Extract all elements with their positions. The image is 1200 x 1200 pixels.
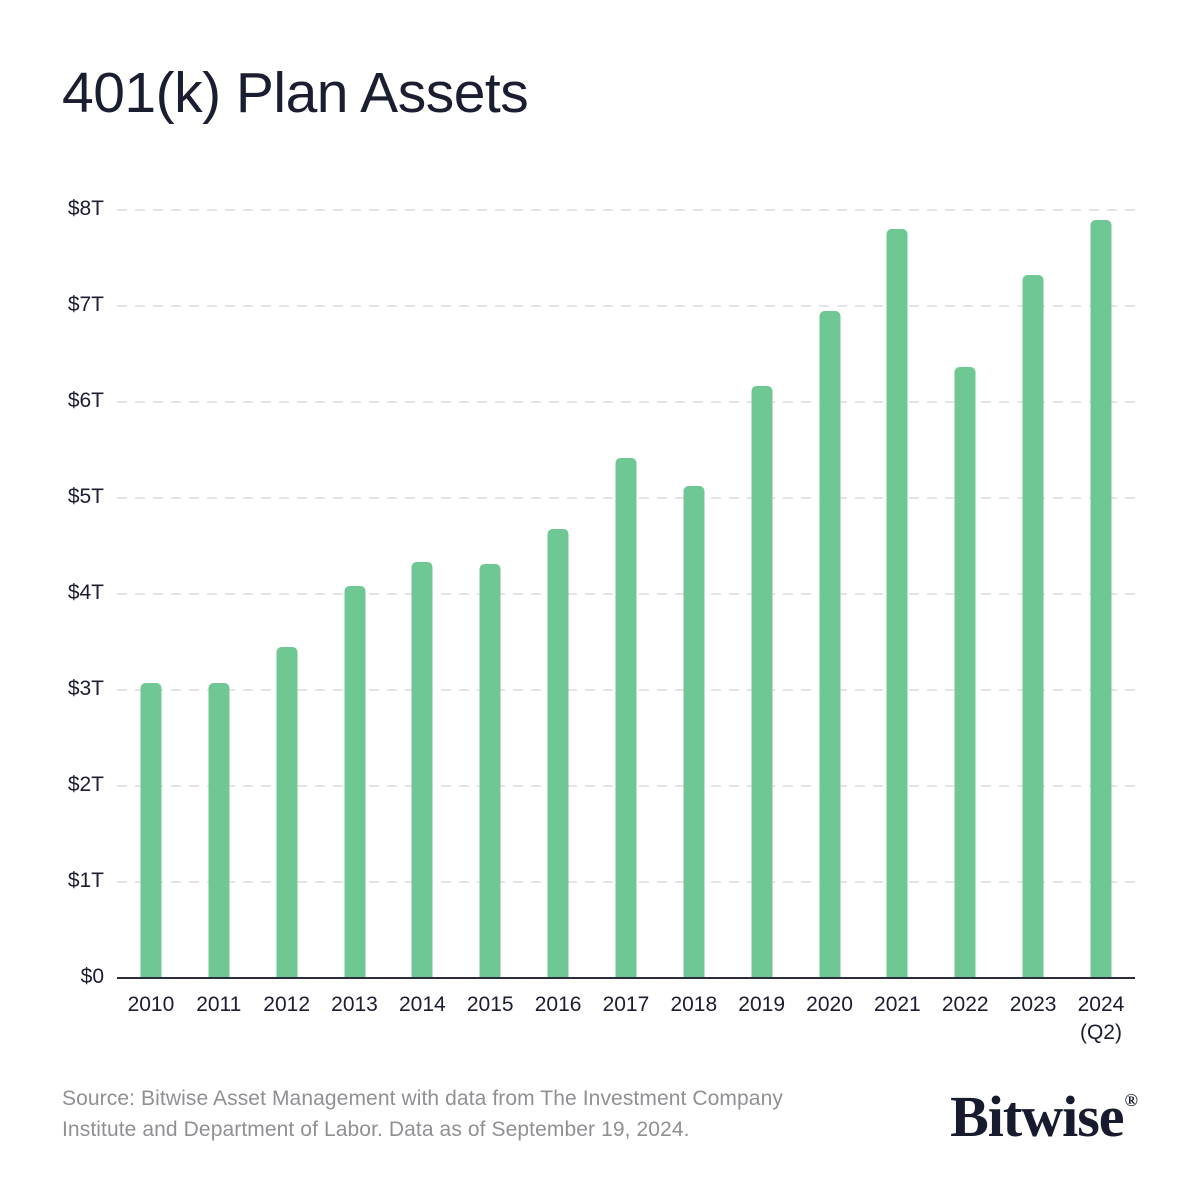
bar-2021 [886, 229, 908, 978]
bar-2017 [615, 457, 637, 978]
x-tick-label-2022: 2022 [941, 993, 989, 1016]
x-tick-label-2024: 2024 (Q2) [1078, 991, 1125, 1047]
bar-column-2010: 2010 [117, 210, 185, 1016]
bar-column-2017: 2017 [592, 210, 660, 1016]
bar-2015 [479, 564, 501, 978]
x-tick-label-2018: 2018 [670, 993, 718, 1016]
bar-column-2016: 2016 [524, 210, 592, 1016]
bar-2014 [411, 562, 433, 978]
x-tick-label-2015: 2015 [466, 993, 514, 1016]
y-tick-label-$3T: $3T [67, 677, 104, 700]
source-line-2: Institute and Department of Labor. Data … [62, 1118, 690, 1141]
y-tick-label-$8T: $8T [67, 197, 104, 220]
bar-column-2023: 2023 [999, 210, 1067, 1016]
brand-wordmark: Bitwise [950, 1084, 1124, 1149]
bar-2010 [140, 683, 162, 978]
bar-2016 [547, 528, 569, 978]
bar-2023 [1022, 275, 1044, 978]
x-tick-label-2017: 2017 [602, 993, 650, 1016]
x-tick-label-2016: 2016 [534, 993, 582, 1016]
bar-2018 [683, 485, 705, 978]
bar-2013 [344, 586, 365, 978]
x-tick-label-2014: 2014 [399, 993, 446, 1016]
bar-2022 [954, 367, 976, 978]
bar-column-2011: 2011 [185, 210, 253, 1016]
bar-2024 [1090, 219, 1112, 978]
bars-layer: 2010 2011 2012 2013 2014 2015 2016 2017 2018 2019… [117, 210, 1135, 1044]
x-tick-label-2019: 2019 [738, 993, 786, 1016]
y-tick-label-$6T: $6T [67, 389, 104, 412]
x-tick-label-2020: 2020 [806, 993, 853, 1016]
x-tick-label-2013: 2013 [331, 993, 378, 1016]
plot-area: $8T $7T $6T $5T $4T $3T $2T $1T $0 2010 2011 2012 2… [68, 197, 1135, 1044]
y-tick-label-$4T: $4T [67, 581, 104, 604]
bar-column-2014: 2014 [388, 210, 456, 1016]
bar-column-2024: 2024 (Q2) [1067, 210, 1135, 1044]
bar-2012 [276, 646, 298, 978]
bar-2019 [751, 385, 773, 978]
bar-column-2019: 2019 [728, 210, 796, 1016]
x-axis-line: $0 [81, 965, 1135, 988]
bar-column-2022: 2022 [931, 210, 999, 1016]
bar-2020 [819, 310, 841, 978]
bitwise-logo: Bitwise® [950, 1088, 1138, 1146]
registered-trademark-symbol: ® [1124, 1090, 1138, 1110]
gridline-$7T: $7T [68, 293, 1135, 316]
bar-column-2018: 2018 [660, 210, 728, 1016]
y-tick-label-$7T: $7T [67, 293, 104, 316]
source-line-1: Source: Bitwise Asset Management with da… [62, 1087, 783, 1110]
gridline-$6T: $6T [68, 389, 1135, 412]
x-tick-label-2023: 2023 [1009, 993, 1057, 1016]
y-tick-label-$2T: $2T [67, 773, 104, 796]
x-tick-sublabel-2024: (Q2) [1079, 1021, 1122, 1044]
gridline-$8T: $8T [68, 197, 1135, 220]
bar-column-2021: 2021 [863, 210, 931, 1016]
bar-2011 [208, 683, 230, 978]
x-tick-label-2010: 2010 [127, 993, 175, 1016]
y-tick-label-$1T: $1T [67, 869, 104, 892]
y-tick-label-$5T: $5T [67, 485, 104, 508]
x-tick-label-2011: 2011 [196, 993, 242, 1016]
y-tick-label-$0: $0 [80, 965, 104, 988]
bar-column-2015: 2015 [456, 210, 524, 1016]
bar-column-2012: 2012 [253, 210, 321, 1016]
bar-column-2020: 2020 [796, 210, 864, 1016]
chart-title: 401(k) Plan Assets [62, 61, 529, 125]
x-tick-label-2012: 2012 [263, 993, 310, 1016]
bar-column-2013: 2013 [321, 210, 389, 1016]
x-tick-label-2021: 2021 [874, 993, 921, 1016]
source-attribution: Source: Bitwise Asset Management with da… [62, 1083, 832, 1145]
